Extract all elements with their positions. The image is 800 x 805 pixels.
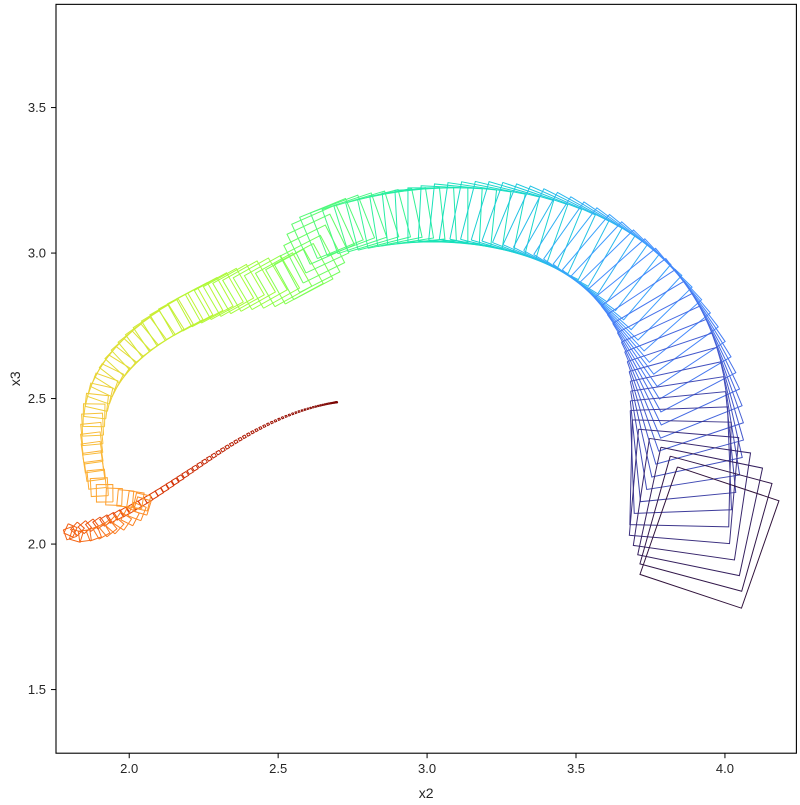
svg-text:4.0: 4.0 [716,761,734,776]
svg-text:1.5: 1.5 [28,682,46,697]
svg-text:2.5: 2.5 [28,391,46,406]
svg-text:3.5: 3.5 [28,100,46,115]
svg-text:3.0: 3.0 [28,246,46,261]
svg-text:3.5: 3.5 [567,761,585,776]
svg-text:2.0: 2.0 [120,761,138,776]
svg-text:3.0: 3.0 [418,761,436,776]
svg-text:x3: x3 [7,371,23,386]
svg-text:2.5: 2.5 [269,761,287,776]
svg-text:x2: x2 [419,785,434,800]
svg-text:2.0: 2.0 [28,537,46,552]
